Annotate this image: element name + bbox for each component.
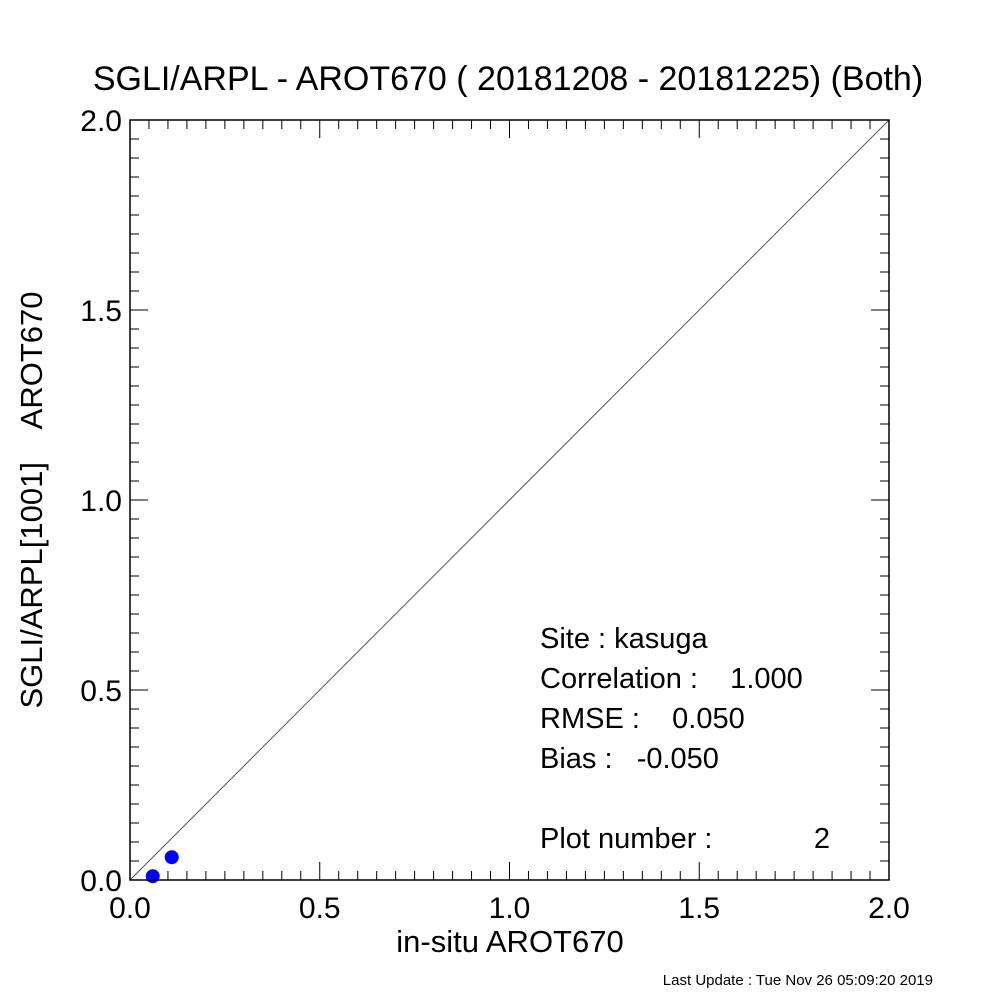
chart-title: SGLI/ARPL - AROT670 ( 20181208 - 2018122…	[93, 60, 923, 98]
data-points	[145, 850, 179, 884]
x-axis-title: in-situ AROT670	[396, 924, 623, 959]
data-point	[164, 850, 179, 865]
stat-correlation: Correlation : 1.000	[540, 663, 803, 695]
data-point	[145, 869, 160, 884]
y-tick-label: 0.0	[80, 865, 122, 898]
stats-box: Site : kasuga Correlation : 1.000 RMSE :…	[540, 623, 830, 855]
tick-labels: 0.0 0.5 1.0 1.5 2.0 0.0 0.5 1.0 1.5 2.0	[80, 105, 910, 925]
x-tick-label: 0.5	[299, 892, 341, 925]
y-axis-title: SGLI/ARPL[1001] AROT670	[14, 291, 49, 708]
stat-rmse: RMSE : 0.050	[540, 703, 745, 735]
last-update-footer: Last Update : Tue Nov 26 05:09:20 2019	[663, 972, 933, 989]
axis-ticks	[129, 119, 890, 881]
stat-plot-number-label: Plot number :	[540, 823, 712, 855]
x-tick-label: 1.0	[489, 892, 531, 925]
y-tick-label: 1.5	[80, 295, 122, 328]
y-tick-label: 1.0	[80, 485, 122, 518]
stat-site: Site : kasuga	[540, 623, 709, 655]
x-tick-label: 1.5	[678, 892, 720, 925]
y-tick-label: 2.0	[80, 105, 122, 138]
y-tick-label: 0.5	[80, 675, 122, 708]
identity-line	[129, 119, 890, 881]
plot-frame	[129, 119, 890, 881]
x-tick-label: 2.0	[868, 892, 910, 925]
stat-plot-number-value: 2	[814, 823, 830, 855]
stat-bias: Bias : -0.050	[540, 743, 719, 775]
x-tick-label: 0.0	[109, 892, 151, 925]
